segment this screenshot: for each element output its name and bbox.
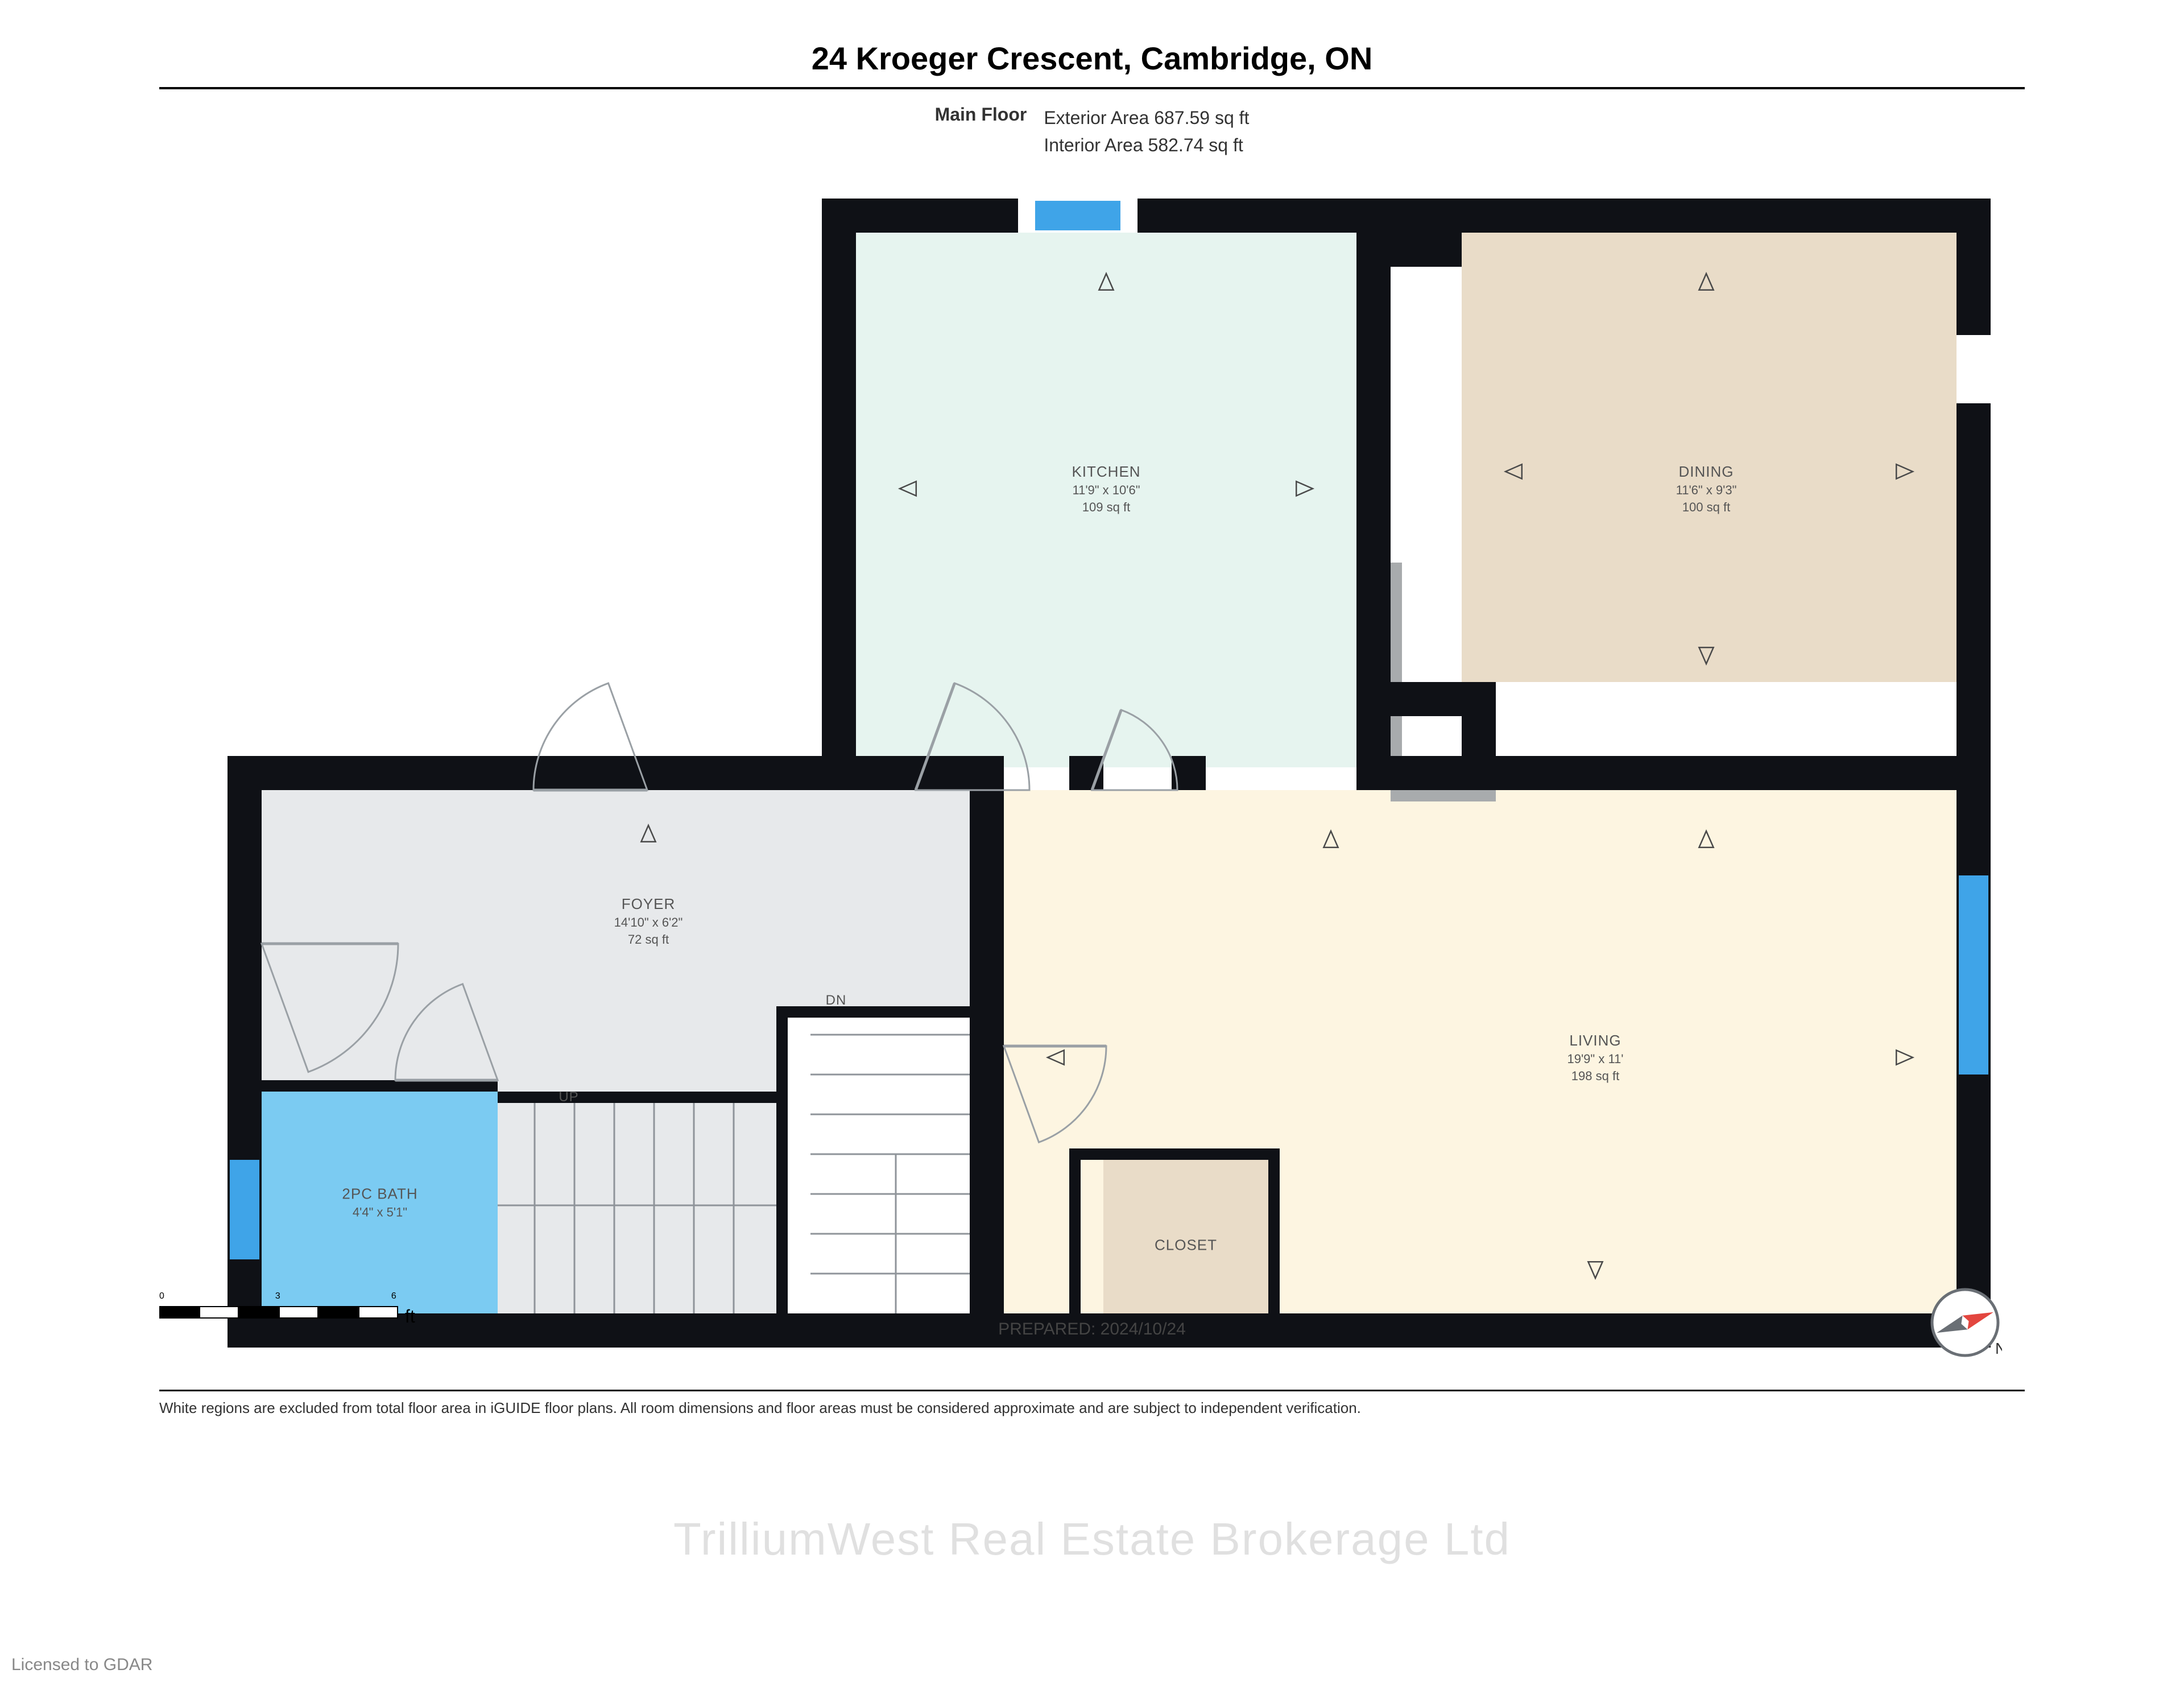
watermark: TrilliumWest Real Estate Brokerage Ltd (673, 1513, 1511, 1565)
floor-plan: KITCHEN11'9" x 10'6"109 sq ft DINING11'6"… (159, 181, 2025, 1353)
exterior-area: Exterior Area 687.59 sq ft (1044, 104, 1249, 131)
footer: 0 3 6 ft PREPARED: 2024/10/24 N White regi… (159, 1291, 2025, 1417)
room-label-bath: 2PC BATH4'4" x 5'1" (342, 1184, 417, 1221)
scale-segment (279, 1306, 318, 1319)
compass-icon: N (1928, 1286, 2002, 1362)
footer-rule (159, 1390, 2025, 1391)
disclaimer-text: White regions are excluded from total fl… (159, 1399, 2025, 1417)
prepared-date: PREPARED: 2024/10/24 (998, 1320, 1186, 1339)
scale-tick: 6 (391, 1291, 396, 1301)
room-label-kitchen: KITCHEN11'9" x 10'6"109 sq ft (1072, 462, 1140, 515)
scale-unit: ft (405, 1306, 415, 1327)
area-summary: Main Floor Exterior Area 687.59 sq ft In… (159, 104, 2025, 159)
stairs-dn-label: DN (826, 993, 847, 1009)
room-label-dining: DINING11'6" x 9'3"100 sq ft (1676, 462, 1737, 515)
interior-area: Interior Area 582.74 sq ft (1044, 131, 1249, 159)
scale-segment (239, 1306, 279, 1319)
scale-segment (318, 1306, 358, 1319)
room-label-closet: CLOSET (1155, 1235, 1217, 1255)
plan-svg (159, 181, 2025, 1353)
scale-tick: 0 (159, 1291, 164, 1301)
scale-tick: 3 (275, 1291, 280, 1301)
title-rule (159, 87, 2025, 89)
floor-label: Main Floor (935, 104, 1027, 159)
room-label-foyer: FOYER14'10" x 6'2"72 sq ft (614, 894, 683, 948)
room-label-living: LIVING19'9" x 11'198 sq ft (1567, 1031, 1624, 1084)
scale-segment (199, 1306, 239, 1319)
page-title: 24 Kroeger Crescent, Cambridge, ON (159, 40, 2025, 77)
scale-segment (358, 1306, 398, 1319)
scale-segment (159, 1306, 199, 1319)
license-text: Licensed to GDAR (11, 1655, 152, 1675)
stairs-up-label: UP (559, 1089, 578, 1105)
svg-text:N: N (1995, 1340, 2002, 1357)
